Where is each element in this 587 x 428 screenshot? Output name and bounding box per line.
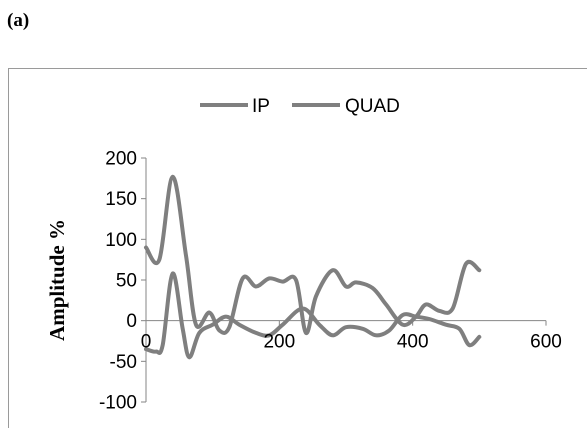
y-axis-label: Amplitude % — [45, 219, 69, 341]
x-tick-label: 400 — [397, 332, 429, 353]
y-tick-label: 200 — [105, 149, 137, 170]
legend-label-quad: QUAD — [345, 96, 400, 117]
panel-label: (a) — [7, 10, 30, 31]
series-lines — [144, 174, 482, 360]
y-tick-label: 100 — [105, 230, 137, 251]
legend-label-ip: IP — [252, 96, 270, 117]
y-tick-label: 150 — [105, 189, 137, 210]
y-tick-label: -50 — [110, 352, 137, 373]
y-tick-label: 50 — [116, 271, 137, 292]
y-tick-label: -100 — [99, 393, 137, 414]
legend: IP QUAD — [200, 96, 400, 117]
x-tick-label: 200 — [263, 332, 295, 353]
series-line-ip — [144, 174, 482, 335]
chart-frame — [8, 68, 587, 428]
x-tick-label: 600 — [530, 332, 562, 353]
series-line-quad — [144, 271, 482, 360]
y-tick-label: 0 — [126, 311, 137, 332]
x-tick-label: 0 — [141, 332, 152, 353]
